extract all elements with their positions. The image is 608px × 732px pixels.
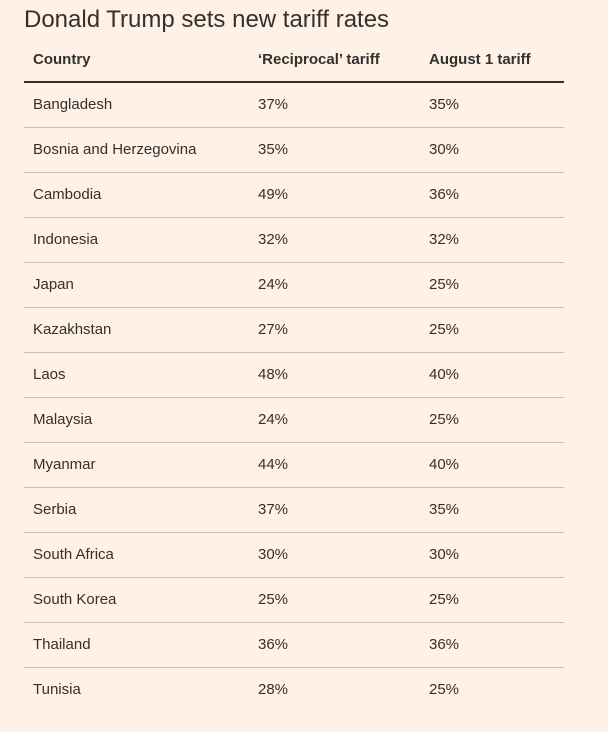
table-row: Cambodia 49% 36% (24, 172, 564, 218)
country-cell: South Korea (24, 577, 249, 623)
table-header-row: Country ‘Reciprocal’ tariff August 1 tar… (24, 38, 564, 83)
country-cell: Tunisia (33, 681, 81, 699)
column-header-country: Country (24, 38, 249, 83)
august-1-tariff-cell: 36% (420, 622, 564, 668)
table-row: Myanmar 44% 40% (24, 442, 564, 488)
august-1-tariff-cell: 30% (420, 532, 564, 578)
table-row: Indonesia 32% 32% (24, 217, 564, 263)
column-header-reciprocal-tariff: ‘Reciprocal’ tariff (249, 38, 420, 83)
august-1-tariff-cell: 35% (420, 487, 564, 533)
reciprocal-tariff-cell: 24% (249, 397, 420, 443)
table-row: Japan 24% 25% (24, 262, 564, 308)
country-cell: Malaysia (24, 397, 249, 443)
reciprocal-tariff-cell: 27% (249, 307, 420, 353)
august-1-tariff-cell: 25% (420, 397, 564, 443)
august-1-tariff-cell: 40% (420, 352, 564, 398)
reciprocal-tariff-cell: 49% (249, 172, 420, 218)
table-body: Bangladesh 37% 35% Bosnia and Herzegovina 35… (24, 82, 564, 712)
august-1-tariff-cell: 36% (420, 172, 564, 218)
reciprocal-tariff-cell: 36% (249, 622, 420, 668)
august-1-tariff-cell: 25% (420, 262, 564, 308)
column-header-august-1-tariff: August 1 tariff (420, 38, 564, 83)
chart-title: Donald Trump sets new tariff rates (24, 6, 390, 33)
august-1-tariff-cell: 32% (420, 217, 564, 263)
country-cell: South Africa (24, 532, 249, 578)
reciprocal-tariff-cell: 24% (249, 262, 420, 308)
august-1-tariff-cell: 25% (420, 577, 564, 623)
august-1-tariff-cell: 35% (420, 82, 564, 128)
table-row: South Africa 30% 30% (24, 532, 564, 578)
table-row: Bangladesh 37% 35% (24, 82, 564, 128)
country-cell: Myanmar (24, 442, 249, 488)
table-row: Thailand 36% 36% (24, 622, 564, 668)
reciprocal-tariff-cell: 35% (249, 127, 420, 173)
tariff-table: Country ‘Reciprocal’ tariff August 1 tar… (24, 38, 564, 712)
august-1-tariff-cell: 30% (420, 127, 564, 173)
table-row: Bosnia and Herzegovina 35% 30% (24, 127, 564, 173)
table-row: Kazakhstan 27% 25% (24, 307, 564, 353)
table-row: Serbia 37% 35% (24, 487, 564, 533)
august-1-tariff-cell: 25% (420, 307, 564, 353)
country-cell: Indonesia (24, 217, 249, 263)
country-cell: Bangladesh (24, 82, 249, 128)
reciprocal-tariff-cell: 28% (258, 681, 289, 699)
reciprocal-tariff-cell: 32% (249, 217, 420, 263)
country-cell: Serbia (24, 487, 249, 533)
country-cell: Bosnia and Herzegovina (24, 127, 249, 173)
reciprocal-tariff-cell: 30% (249, 532, 420, 578)
table-row: Laos 48% 40% (24, 352, 564, 398)
august-1-tariff-cell: 40% (420, 442, 564, 488)
country-cell: Japan (24, 262, 249, 308)
country-cell: Kazakhstan (24, 307, 249, 353)
reciprocal-tariff-cell: 25% (249, 577, 420, 623)
country-cell: Cambodia (24, 172, 249, 218)
reciprocal-tariff-cell: 37% (249, 82, 420, 128)
country-cell: Laos (24, 352, 249, 398)
country-cell: Thailand (24, 622, 249, 668)
reciprocal-tariff-cell: 44% (249, 442, 420, 488)
table-row: Malaysia 24% 25% (24, 397, 564, 443)
table-row: South Korea 25% 25% (24, 577, 564, 623)
reciprocal-tariff-cell: 48% (249, 352, 420, 398)
august-1-tariff-cell: 25% (429, 681, 460, 699)
reciprocal-tariff-cell: 37% (249, 487, 420, 533)
table-row: Tunisia 28% 25% (24, 667, 564, 712)
